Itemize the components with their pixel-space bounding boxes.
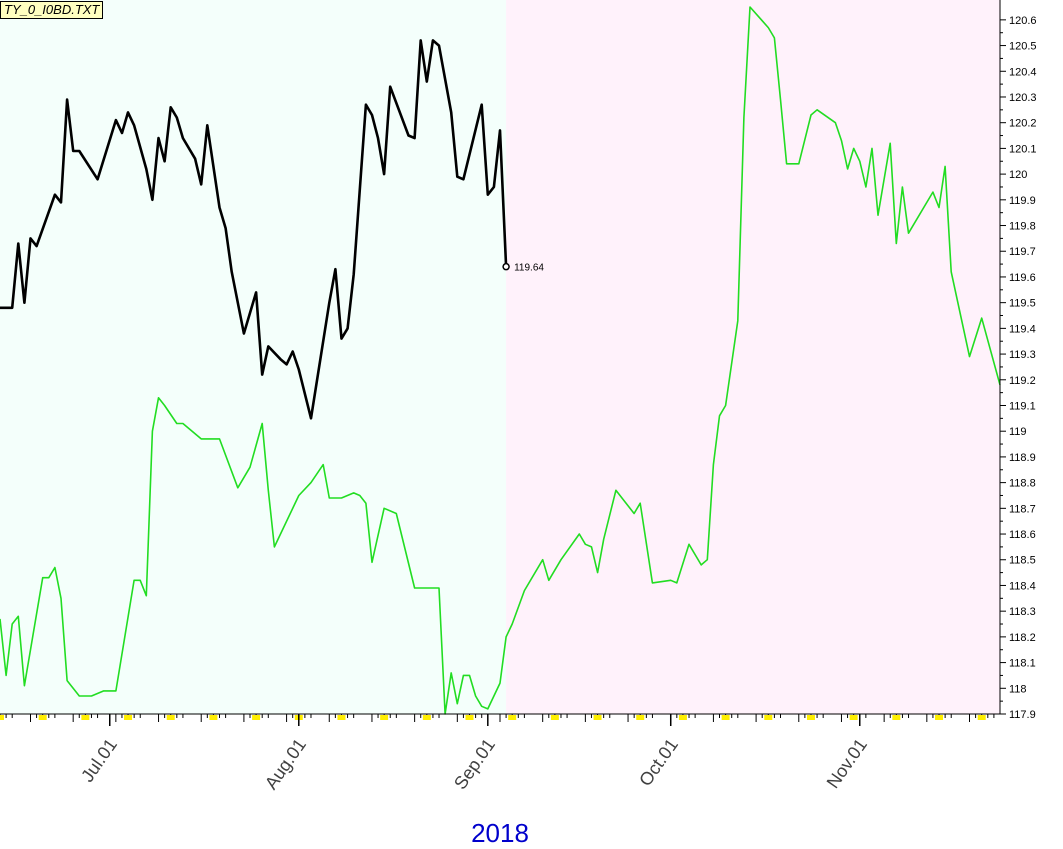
y-tick-label: 118.1 [1009,658,1036,670]
y-tick-label: 118.2 [1009,632,1036,644]
y-tick-label: 119 [1009,426,1027,438]
x-axis: Jul.01 Aug.01 Sep.01 Oct.01 Nov.01 [0,713,1000,793]
y-tick-label: 119.5 [1009,298,1036,310]
overlay-series-path [0,6,1001,715]
current-series-line [0,39,508,420]
x-tick-label: Oct.01 [635,735,682,790]
x-week-marker [166,715,175,720]
y-tick-label: 119.3 [1009,349,1036,361]
x-week-marker [337,715,346,720]
y-tick-label: 119.8 [1009,221,1036,233]
y-tick-label: 118.3 [1009,606,1036,618]
y-tick-label: 119.2 [1009,375,1036,387]
y-tick-label: 119.6 [1009,272,1036,284]
x-week-marker [508,715,517,720]
x-week-marker [550,715,559,720]
x-week-marker [935,715,944,720]
y-tick-label: 120.1 [1009,143,1037,155]
x-tick-label: Nov.01 [823,735,871,792]
x-week-marker [209,715,218,720]
x-week-marker [806,715,815,720]
x-week-marker [124,715,133,720]
x-week-marker [678,715,687,720]
x-week-marker [380,715,389,720]
x-week-marker [252,715,261,720]
x-week-marker [422,715,431,720]
x-week-marker [892,715,901,720]
y-tick-label: 118.4 [1009,580,1036,592]
y-tick-label: 120.3 [1009,92,1037,104]
y-tick-label: 118.5 [1009,555,1036,567]
x-week-marker [849,715,858,720]
y-tick-label: 120 [1009,169,1027,181]
y-tick-label: 118.9 [1009,452,1036,464]
x-week-marker [636,715,645,720]
x-week-marker [593,715,602,720]
last-value-dot [502,262,510,271]
last-value-label: 119.64 [514,263,544,274]
x-tick-label: Jul.01 [77,735,121,786]
y-tick-label: 119.7 [1009,246,1036,258]
x-week-marker [721,715,730,720]
y-tick-label: 118.7 [1009,503,1036,515]
y-tick-label: 118.6 [1009,529,1036,541]
x-tick-label: Sep.01 [450,735,499,793]
y-tick-label: 117.9 [1009,709,1036,721]
y-tick-label: 119.9 [1009,195,1036,207]
file-name-label: TY_0_I0BD.TXT [0,1,104,19]
x-axis-label: 2018 [471,818,529,848]
current-series-path [0,39,508,420]
x-week-marker [0,715,4,720]
x-tick-label: Aug.01 [261,735,310,793]
y-tick-label: 118.8 [1009,478,1036,490]
x-week-marker [764,715,773,720]
y-tick-label: 118 [1009,683,1027,695]
y-tick-label: 120.4 [1009,66,1037,78]
x-week-marker [977,715,986,720]
x-week-marker [38,715,47,720]
x-week-marker [465,715,474,720]
y-tick-label: 119.1 [1009,400,1036,412]
projection-region [506,0,1000,714]
history-region [0,0,507,714]
y-tick-label: 119.4 [1009,323,1036,335]
overlay-series-line [0,6,1001,715]
x-week-marker [81,715,90,720]
last-value-marker: 119.64 [502,262,544,274]
y-axis: 120.6 120.5 120.4 120.3 120.2 120.1 120 119.9 11… [999,0,1037,721]
y-tick-label: 120.5 [1009,41,1037,53]
y-tick-label: 120.6 [1009,15,1037,27]
y-tick-label: 120.2 [1009,118,1037,130]
